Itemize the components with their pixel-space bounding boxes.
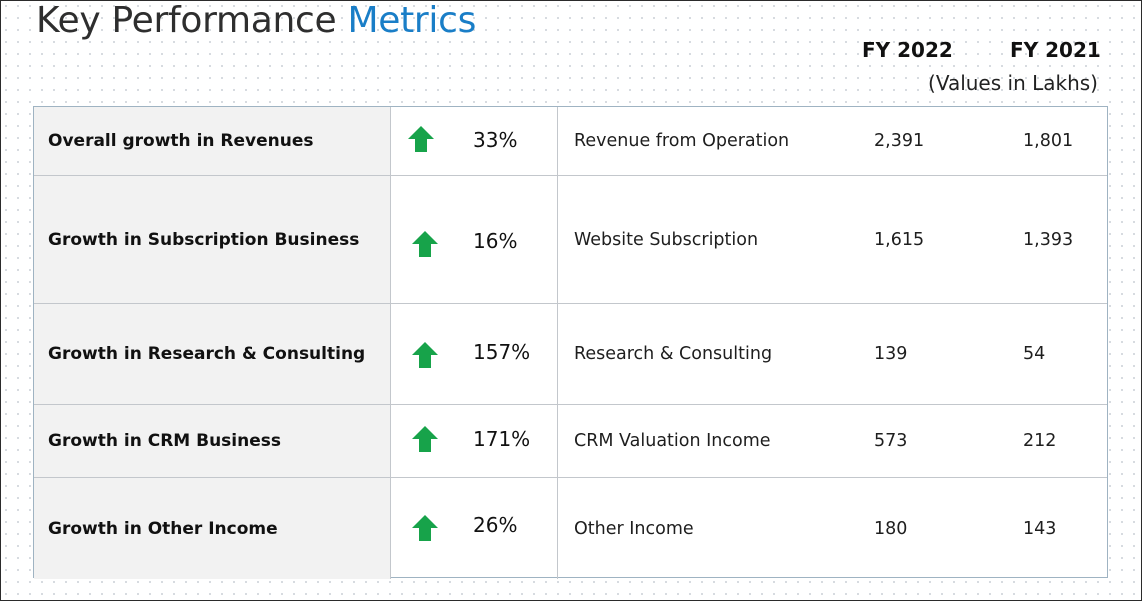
growth-percent: 157%: [473, 340, 531, 364]
fy2021-value: 143: [1023, 518, 1057, 539]
up-arrow-icon: [408, 126, 434, 152]
growth-cell: 157%: [391, 304, 558, 404]
line-item: Website Subscription: [574, 229, 759, 250]
title-accent: Metrics: [347, 0, 477, 41]
metric-label: Overall growth in Revenues: [34, 107, 391, 175]
fy2021-value-text: 212: [1023, 431, 1057, 451]
table-row: Growth in Research & Consulting 157% Res…: [34, 304, 1107, 405]
metric-label-text: Growth in CRM Business: [48, 431, 281, 451]
growth-cell: 16%: [391, 176, 558, 303]
column-header-fy2021: FY 2021: [1010, 38, 1101, 62]
table-row: Growth in Other Income 26% Other Income …: [34, 478, 1107, 579]
fy2022-value: 573: [874, 405, 1014, 477]
line-item: Other Income: [574, 518, 694, 539]
metric-cell-background: [34, 405, 391, 477]
table-row-highlighted: Growth in CRM Business 171% CRM Valuatio…: [34, 405, 1107, 478]
metric-label: Growth in Research & Consulting: [34, 304, 391, 404]
title-main: Key Performance: [36, 0, 337, 41]
line-item: CRM Valuation Income: [574, 405, 864, 477]
fy2021-value: 212: [1023, 405, 1109, 477]
fy2022-value: 180: [874, 518, 908, 539]
column-header-fy2022: FY 2022: [862, 38, 953, 62]
metric-label: Growth in Subscription Business: [34, 176, 391, 303]
growth-percent: 26%: [473, 513, 518, 537]
kpi-table: Overall growth in Revenues 33% Revenue f…: [33, 106, 1108, 579]
fy2021-value: 54: [1023, 344, 1046, 364]
up-arrow-icon: [412, 426, 438, 452]
growth-cell: 33%: [391, 107, 558, 175]
page-title: Key Performance Metrics: [36, 0, 476, 41]
line-item: Research & Consulting: [574, 344, 773, 364]
growth-percent: 16%: [473, 229, 518, 253]
line-item-text: CRM Valuation Income: [574, 431, 771, 451]
growth-percent: 33%: [473, 128, 518, 152]
line-item: Revenue from Operation: [574, 131, 790, 151]
up-arrow-icon: [412, 231, 438, 257]
up-arrow-icon: [412, 515, 438, 541]
fy2022-value: 1,615: [874, 229, 925, 250]
unit-note: (Values in Lakhs): [928, 71, 1098, 95]
metric-label: Growth in Other Income: [34, 478, 391, 579]
growth-cell: 26%: [391, 478, 558, 579]
table-row: Growth in Subscription Business 16% Webs…: [34, 176, 1107, 304]
growth-percent: 171%: [473, 427, 531, 451]
fy2022-value: 139: [874, 344, 908, 364]
fy2022-value: 2,391: [874, 131, 925, 151]
fy2021-value: 1,393: [1023, 229, 1074, 250]
fy2022-value-text: 573: [874, 431, 908, 451]
table-row: Overall growth in Revenues 33% Revenue f…: [34, 107, 1107, 176]
up-arrow-icon: [412, 342, 438, 368]
growth-cell: 171%: [391, 405, 558, 477]
metric-label: Growth in CRM Business: [34, 405, 391, 477]
fy2021-value: 1,801: [1023, 131, 1074, 151]
